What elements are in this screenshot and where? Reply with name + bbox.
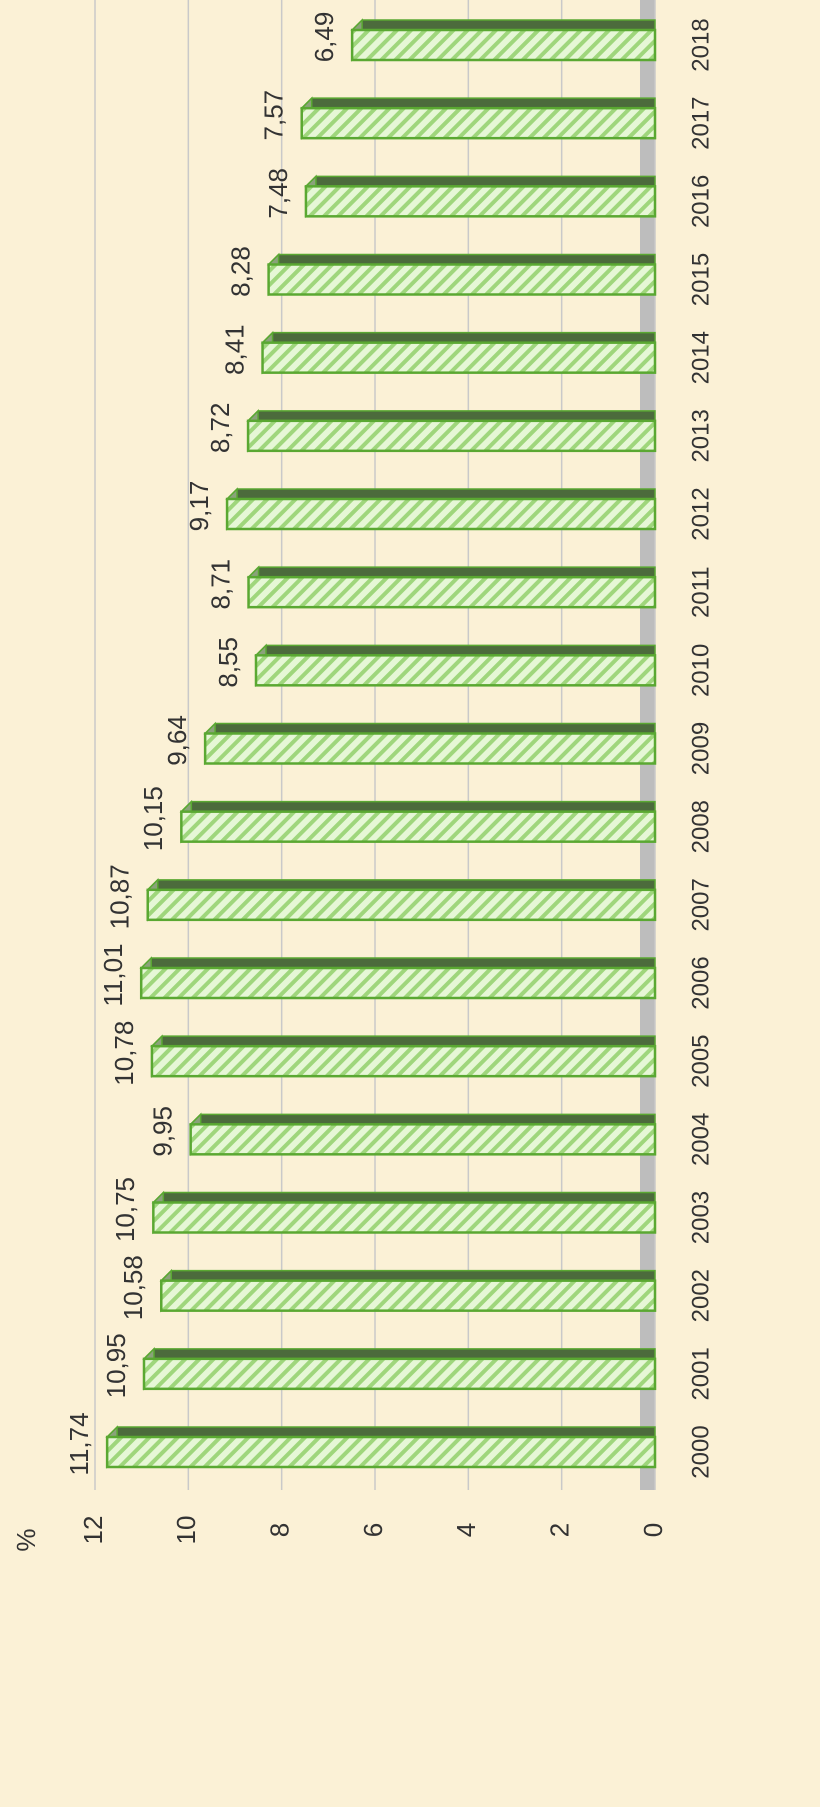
data-label: 11,01 [98, 943, 128, 1006]
data-label: 8,71 [205, 559, 235, 610]
bar [180, 810, 657, 843]
bar-depth [304, 175, 656, 188]
bar-depth [246, 410, 656, 422]
x-tick-label: 2018 [687, 18, 714, 71]
x-tick-label: 2000 [687, 1425, 714, 1478]
bar-depth [254, 644, 656, 657]
bar-depth [142, 1348, 656, 1360]
bar-depth [159, 1269, 656, 1282]
data-label: 9,95 [148, 1106, 178, 1157]
data-label: 10,58 [118, 1255, 148, 1320]
bar [146, 888, 657, 922]
x-tick-label: 2003 [687, 1191, 714, 1244]
x-tick-label: 2005 [687, 1034, 714, 1087]
bar [267, 263, 657, 296]
bar [203, 732, 657, 765]
axis-label: % [11, 1528, 41, 1551]
bar [139, 966, 657, 1000]
bar-depth [203, 722, 656, 735]
bar-depth [260, 331, 656, 344]
data-label: 8,41 [219, 324, 249, 375]
bar [160, 1279, 657, 1312]
data-label: 10,78 [109, 1021, 139, 1086]
y-tick-label: 0 [638, 1523, 668, 1537]
data-label: 10,95 [101, 1333, 131, 1398]
bar-depth [225, 488, 656, 500]
x-tick-label: 2014 [687, 331, 714, 384]
data-label: 11,74 [64, 1412, 94, 1475]
y-tick-label: 6 [358, 1523, 388, 1537]
x-tick-label: 2011 [687, 566, 714, 618]
data-label: 10,15 [138, 786, 168, 851]
y-tick-label: 10 [171, 1516, 201, 1545]
bar [304, 185, 657, 218]
bar-depth [188, 1113, 656, 1126]
data-label: 10,75 [110, 1177, 140, 1242]
bar-depth [150, 1035, 656, 1047]
bar [254, 654, 657, 687]
x-tick-label: 2012 [687, 487, 714, 540]
bar [300, 106, 657, 140]
bar [350, 28, 657, 62]
x-tick-label: 2008 [687, 800, 714, 853]
x-tick-label: 2009 [687, 722, 714, 775]
bar [105, 1435, 657, 1469]
bar [142, 1357, 657, 1391]
y-tick-label: 12 [78, 1516, 108, 1545]
bar-depth [139, 957, 656, 969]
data-label: 8,28 [225, 246, 255, 297]
y-tick-label: 8 [265, 1523, 295, 1537]
bar-depth [145, 879, 656, 891]
x-tick-label: 2001 [687, 1347, 714, 1400]
bar-depth [179, 800, 656, 813]
data-label: 8,55 [213, 637, 243, 688]
x-tick-label: 2006 [687, 956, 714, 1009]
data-label: 10,87 [105, 864, 135, 929]
data-label: 6,49 [309, 12, 339, 63]
data-label: 8,72 [205, 403, 235, 454]
bar [152, 1201, 657, 1234]
bar [150, 1044, 657, 1078]
bar-depth [266, 253, 656, 266]
x-tick-label: 2017 [687, 96, 714, 149]
bar-depth [151, 1191, 656, 1204]
bar [261, 341, 657, 374]
x-tick-label: 2004 [687, 1113, 714, 1166]
y-tick-label: 2 [545, 1523, 575, 1537]
bar [225, 497, 657, 531]
bar-depth [105, 1426, 656, 1438]
bar-depth [299, 97, 656, 109]
data-label: 7,57 [259, 90, 289, 141]
bar [247, 575, 657, 609]
x-tick-label: 2015 [687, 253, 714, 306]
x-tick-label: 2002 [687, 1269, 714, 1322]
bar-depth [246, 566, 656, 578]
x-tick-label: 2013 [687, 409, 714, 462]
data-label: 9,17 [184, 481, 214, 532]
x-tick-label: 2010 [687, 644, 714, 697]
data-label: 9,64 [162, 715, 192, 766]
y-tick-label: 4 [451, 1523, 481, 1537]
bar-depth [350, 19, 656, 31]
data-label: 7,48 [263, 168, 293, 219]
bar [246, 419, 657, 453]
bar [189, 1123, 657, 1156]
x-tick-label: 2007 [687, 878, 714, 931]
x-tick-label: 2016 [687, 175, 714, 228]
